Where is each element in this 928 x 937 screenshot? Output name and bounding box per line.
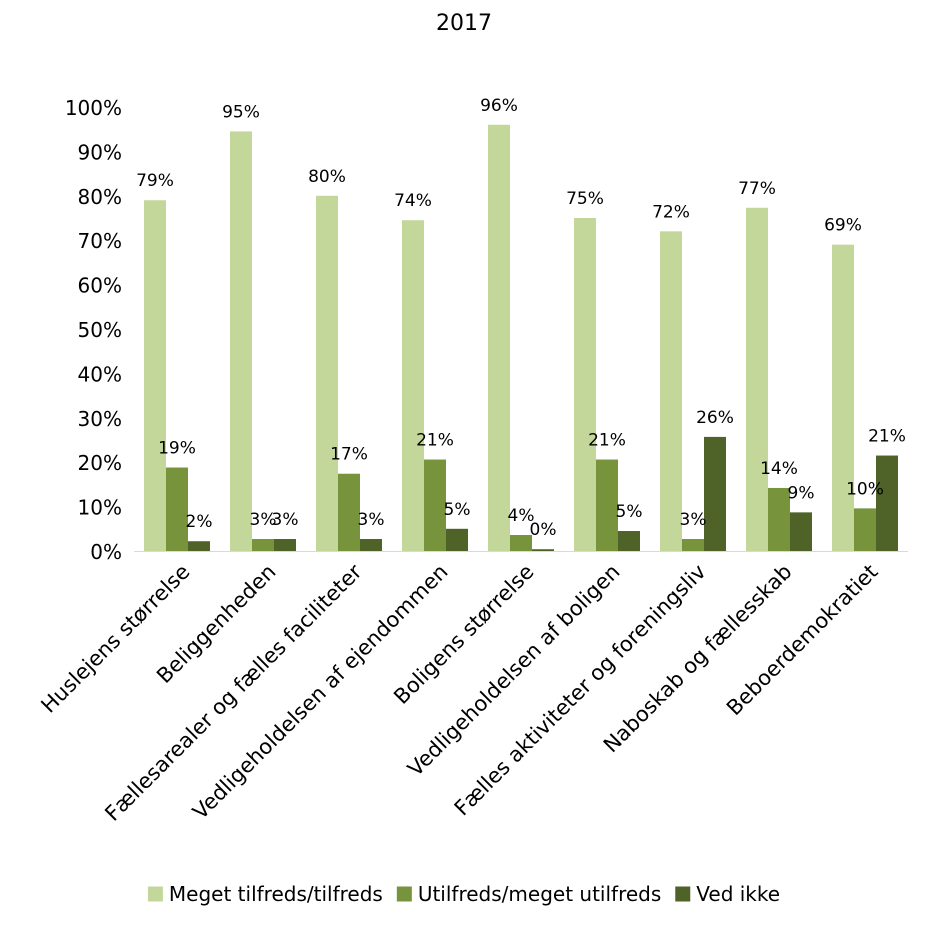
bar bbox=[166, 467, 188, 551]
bar bbox=[252, 539, 274, 551]
data-label: 21% bbox=[588, 431, 626, 451]
legend-label: Meget tilfreds/tilfreds bbox=[169, 882, 383, 906]
y-axis: 0% 10% 20% 30% 40% 50% 60% 70% 80% 90% 100% bbox=[65, 96, 908, 564]
bar bbox=[188, 541, 210, 551]
y-tick-label: 50% bbox=[78, 318, 122, 342]
y-tick-label: 100% bbox=[65, 96, 122, 120]
bar bbox=[402, 220, 424, 551]
bar bbox=[832, 244, 854, 551]
data-label: 72% bbox=[652, 202, 690, 222]
data-label: 10% bbox=[846, 479, 884, 499]
y-tick-label: 70% bbox=[78, 229, 122, 253]
data-label: 3% bbox=[680, 510, 707, 530]
x-axis: Huslejens størrelseBeliggenhedenFællesar… bbox=[36, 559, 882, 825]
legend-swatch bbox=[396, 886, 412, 902]
legend-swatch bbox=[147, 886, 163, 902]
data-label: 75% bbox=[566, 189, 604, 209]
bar bbox=[360, 539, 382, 551]
bar bbox=[510, 535, 532, 551]
bar bbox=[704, 436, 726, 551]
bar bbox=[274, 539, 296, 551]
bar bbox=[854, 508, 876, 551]
x-category-label: Beboerdemokratiet bbox=[722, 560, 883, 721]
x-category-label: Huslejens størrelse bbox=[36, 560, 194, 718]
data-label: 9% bbox=[788, 483, 815, 503]
y-tick-label: 30% bbox=[78, 407, 122, 431]
bar bbox=[746, 207, 768, 551]
x-category-label: Boligens størrelse bbox=[389, 560, 538, 709]
data-label: 74% bbox=[394, 191, 432, 211]
data-label: 80% bbox=[308, 167, 346, 187]
y-tick-label: 40% bbox=[78, 362, 122, 386]
data-label: 21% bbox=[416, 431, 454, 451]
data-labels: 79%19%2%95%3%3%80%17%3%74%21%5%96%4%0%75… bbox=[136, 96, 906, 540]
y-tick-label: 0% bbox=[90, 540, 122, 564]
data-label: 69% bbox=[824, 216, 862, 236]
bar bbox=[618, 531, 640, 551]
data-label: 3% bbox=[250, 510, 277, 530]
bar bbox=[660, 231, 682, 551]
data-label: 5% bbox=[444, 500, 471, 520]
bar bbox=[682, 539, 704, 551]
data-label: 19% bbox=[158, 439, 196, 459]
y-tick-label: 90% bbox=[78, 140, 122, 164]
y-tick-label: 10% bbox=[78, 496, 122, 520]
data-label: 4% bbox=[508, 506, 535, 526]
data-label: 77% bbox=[738, 179, 776, 199]
bar bbox=[532, 549, 554, 551]
data-label: 5% bbox=[616, 502, 643, 522]
data-label: 79% bbox=[136, 171, 174, 191]
bar bbox=[338, 473, 360, 551]
chart-title: 2017 bbox=[436, 11, 492, 36]
y-tick-label: 80% bbox=[78, 185, 122, 209]
legend-label: Utilfreds/meget utilfreds bbox=[418, 882, 661, 906]
y-tick-label: 20% bbox=[78, 451, 122, 475]
legend-label: Ved ikke bbox=[696, 882, 780, 906]
data-label: 2% bbox=[186, 512, 213, 532]
data-label: 17% bbox=[330, 445, 368, 465]
data-label: 95% bbox=[222, 102, 260, 122]
bar bbox=[768, 487, 790, 551]
bar bbox=[446, 528, 468, 551]
bar bbox=[596, 459, 618, 551]
data-label: 14% bbox=[760, 459, 798, 479]
bars bbox=[144, 124, 898, 552]
bar bbox=[316, 195, 338, 552]
data-label: 3% bbox=[272, 510, 299, 530]
data-label: 3% bbox=[358, 510, 385, 530]
y-tick-label: 60% bbox=[78, 274, 122, 298]
bar bbox=[488, 124, 510, 551]
data-label: 26% bbox=[696, 408, 734, 428]
bar bbox=[230, 131, 252, 552]
bar bbox=[144, 200, 166, 552]
data-label: 21% bbox=[868, 427, 906, 447]
data-label: 0% bbox=[530, 520, 557, 540]
legend: Meget tilfreds/tilfreds Utilfreds/meget u… bbox=[147, 882, 780, 906]
data-label: 96% bbox=[480, 96, 518, 116]
bar bbox=[424, 459, 446, 551]
bar bbox=[790, 512, 812, 551]
bar bbox=[876, 455, 898, 551]
bar bbox=[574, 218, 596, 551]
legend-swatch bbox=[675, 886, 691, 902]
